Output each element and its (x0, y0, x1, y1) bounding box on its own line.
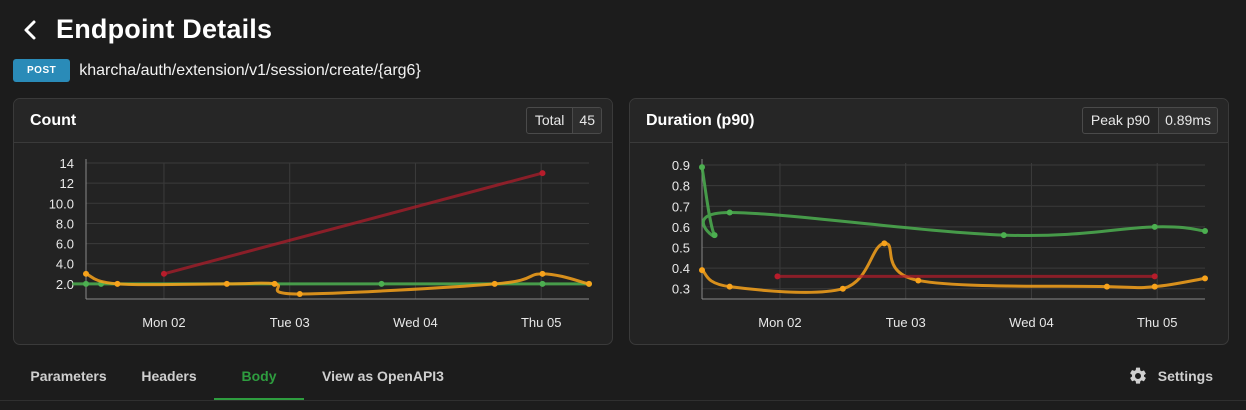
x-tick-label: Mon 02 (142, 315, 185, 330)
chart-grid (86, 162, 589, 299)
data-point (114, 280, 121, 287)
y-tick-label: 12 (60, 176, 74, 191)
data-point (491, 280, 498, 287)
x-tick-label: Thu 05 (521, 315, 561, 330)
y-tick-label: 4.0 (56, 257, 74, 272)
count-total-value: 45 (572, 108, 601, 133)
y-tick-label: 0.8 (672, 179, 690, 194)
data-point (915, 277, 922, 284)
data-point (839, 285, 846, 292)
count-total-label: Total (534, 112, 565, 128)
data-point (83, 270, 89, 277)
tab-headers[interactable]: Headers (141, 368, 197, 384)
data-point (699, 164, 705, 171)
data-point (881, 240, 888, 247)
x-tick-label: Wed 04 (1009, 315, 1054, 330)
endpoint-path: kharcha/auth/extension/v1/session/create… (79, 61, 421, 79)
x-tick-label: Thu 05 (1137, 315, 1177, 330)
series-line (84, 272, 591, 296)
data-point (774, 273, 781, 280)
duration-card: Duration (p90) Peak p90 0.89ms 0.3 0.4 0.5… (629, 98, 1229, 345)
duration-peak-value: 0.89ms (1158, 108, 1217, 133)
data-point (726, 283, 733, 290)
y-tick-label: 8.0 (56, 216, 74, 231)
gear-icon (1129, 367, 1146, 384)
duration-peak-label: Peak p90 (1090, 112, 1151, 128)
detail-tabs: Parameters Headers Body View as OpenAPI3 (0, 352, 1246, 400)
data-point (1151, 273, 1158, 280)
data-point (160, 270, 167, 277)
data-point (726, 209, 733, 216)
data-point (296, 290, 303, 297)
y-tick-label: 2.0 (56, 277, 74, 292)
data-point (378, 280, 385, 287)
data-point (711, 232, 718, 239)
y-tick-label: 0.5 (672, 240, 690, 255)
chevron-left-icon[interactable] (20, 19, 42, 41)
y-tick-label: 14 (60, 156, 74, 171)
data-point (1103, 283, 1110, 290)
data-point (1202, 275, 1208, 282)
page-header: Endpoint Details (20, 14, 272, 45)
data-point (83, 280, 89, 287)
data-point (1151, 283, 1158, 290)
page-title: Endpoint Details (56, 14, 273, 44)
y-tick-label: 0.9 (672, 158, 690, 173)
tab-parameters[interactable]: Parameters (30, 368, 107, 384)
chart-grid (702, 163, 1205, 299)
y-tick-label: 10.0 (49, 196, 74, 211)
duration-card-title: Duration (p90) (646, 111, 755, 129)
settings-button[interactable]: Settings (1128, 366, 1213, 386)
duration-card-header: Duration (p90) Peak p90 0.89ms (630, 99, 1228, 143)
count-card-title: Count (30, 111, 77, 129)
duration-peak-pill: Peak p90 0.89ms (1081, 107, 1218, 134)
data-point (539, 170, 546, 177)
data-point (699, 267, 705, 274)
y-tick-label: 0.6 (672, 220, 690, 235)
settings-label: Settings (1157, 368, 1213, 384)
data-point (539, 280, 546, 287)
data-point (539, 270, 546, 277)
count-card-header: Count Total 45 (14, 99, 612, 143)
x-tick-label: Tue 03 (886, 315, 926, 330)
data-point (1202, 228, 1208, 234)
data-point (1151, 223, 1158, 230)
data-point (586, 280, 592, 287)
series-line (700, 165, 1207, 238)
x-tick-label: Wed 04 (393, 315, 438, 330)
tab-view-openapi3[interactable]: View as OpenAPI3 (322, 368, 444, 384)
data-point (223, 280, 230, 287)
count-chart: 2.0 4.0 6.0 8.0 10.0 12 14 Mon 02 Tue 03 Wed 04 Th… (49, 156, 592, 330)
series-line (162, 171, 544, 276)
duration-chart: 0.3 0.4 0.5 0.6 0.7 0.8 0.9 Mon 02 Tue 03 Wed 04 T… (672, 158, 1208, 330)
data-point (1000, 232, 1007, 239)
x-tick-label: Tue 03 (270, 315, 310, 330)
endpoint-row: POST kharcha/auth/extension/v1/session/c… (13, 59, 421, 82)
y-tick-label: 0.7 (672, 199, 690, 214)
data-point (271, 280, 278, 287)
tabs-divider (0, 400, 1246, 401)
tab-body[interactable]: Body (214, 352, 304, 400)
x-tick-label: Mon 02 (758, 315, 801, 330)
count-total-pill: Total 45 (525, 107, 602, 134)
series-line (700, 241, 1207, 294)
y-tick-label: 6.0 (56, 237, 74, 252)
count-card: Count Total 45 2.0 4.0 6.0 8.0 10.0 12 14 Mon 0… (13, 98, 613, 345)
y-tick-label: 0.3 (672, 282, 690, 297)
y-tick-label: 0.4 (672, 261, 690, 276)
method-badge: POST (13, 59, 71, 82)
